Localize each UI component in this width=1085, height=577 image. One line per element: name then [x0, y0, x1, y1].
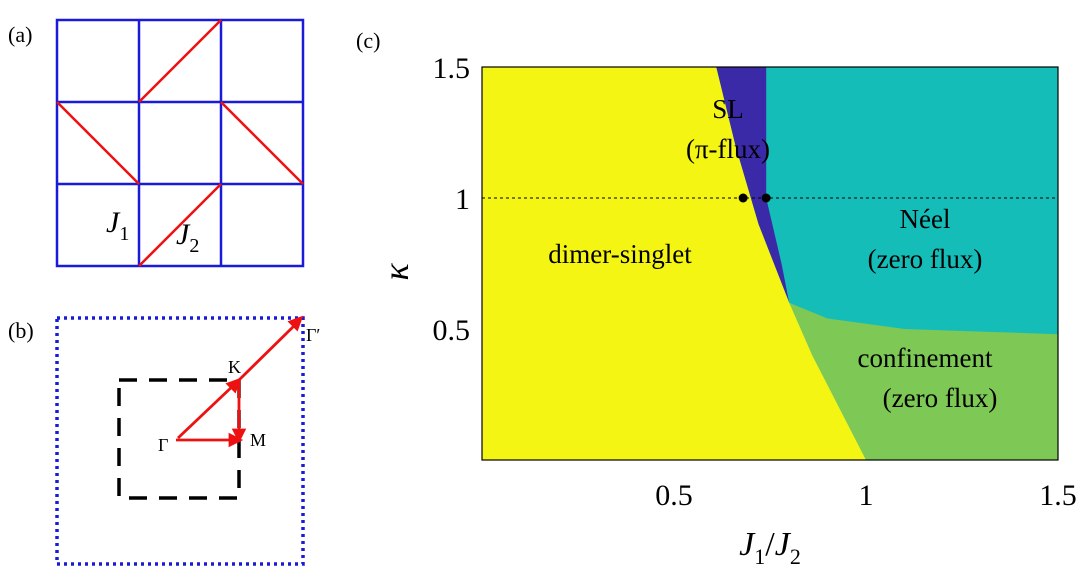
arrow-gamma-prime-icon [287, 315, 304, 332]
arrow-m-icon [228, 432, 244, 448]
panel-b: (b) Γ K M Γ′ [8, 315, 320, 566]
arrow-k-icon [225, 377, 242, 394]
region-confinement [789, 302, 1058, 460]
region-spin-liquid [716, 67, 790, 303]
region-label-neel: Néel [900, 204, 951, 234]
inner-brillouin-zone [117, 378, 241, 500]
x-tick-label: 1 [859, 479, 874, 512]
point-k: K [228, 357, 241, 377]
j2-bond-right [220, 101, 304, 185]
lattice-border [55, 18, 305, 268]
square-lattice [55, 18, 305, 268]
y-tick-label: 1 [455, 183, 470, 216]
region-label-sl: SL [712, 94, 744, 124]
point-gamma-prime: Γ′ [306, 325, 320, 345]
x-tick-label: 1.5 [1039, 479, 1077, 512]
transition-marker-2 [761, 193, 771, 203]
region-labels: dimer-singlet SL (π-flux) Néel (zero flux) co… [548, 94, 997, 413]
y-tick-labels: 1.5 1 0.5 [433, 52, 471, 347]
panel-a: (a) J1 J2 [8, 18, 305, 268]
y-tick-label: 0.5 [433, 314, 471, 347]
point-gamma: Γ [158, 435, 168, 455]
region-label-confinement: (zero flux) [883, 383, 998, 413]
path-gamma-k [177, 381, 237, 440]
region-label-sl: (π-flux) [686, 134, 770, 164]
x-axis-label: J1/J2 [739, 526, 801, 569]
region-label-dimer: dimer-singlet [548, 239, 692, 269]
j2-bond-bottom [138, 183, 222, 267]
region-label-neel: (zero flux) [868, 244, 983, 274]
region-label-confinement: confinement [858, 343, 993, 373]
j2-bond-top [138, 19, 222, 103]
panel-c: (c) 0.5 1 1.5 1.5 1 0.5 J1/J2 κ dimer-single… [356, 28, 1077, 569]
transition-marker-1 [738, 193, 748, 203]
arrow-down-icon [231, 428, 247, 444]
j2-label: J2 [176, 218, 199, 257]
y-tick-label: 1.5 [433, 52, 471, 85]
transition-markers [738, 193, 771, 203]
plot-frame [481, 66, 1059, 461]
panel-a-label: (a) [8, 22, 32, 47]
point-m: M [250, 430, 266, 450]
j2-bonds [56, 19, 304, 267]
high-symmetry-path [176, 315, 304, 448]
y-axis-label: κ [376, 263, 416, 281]
j2-bond-left [56, 101, 140, 185]
phase-regions [482, 67, 1058, 460]
j1-label: J1 [106, 206, 129, 245]
panel-b-label: (b) [8, 318, 34, 343]
region-dimer-singlet [482, 67, 866, 460]
x-tick-labels: 0.5 1 1.5 [655, 479, 1077, 512]
outer-brillouin-zone [55, 316, 305, 566]
path-k-gamma-prime [238, 321, 299, 381]
panel-c-label: (c) [356, 28, 380, 53]
x-tick-label: 0.5 [655, 479, 693, 512]
